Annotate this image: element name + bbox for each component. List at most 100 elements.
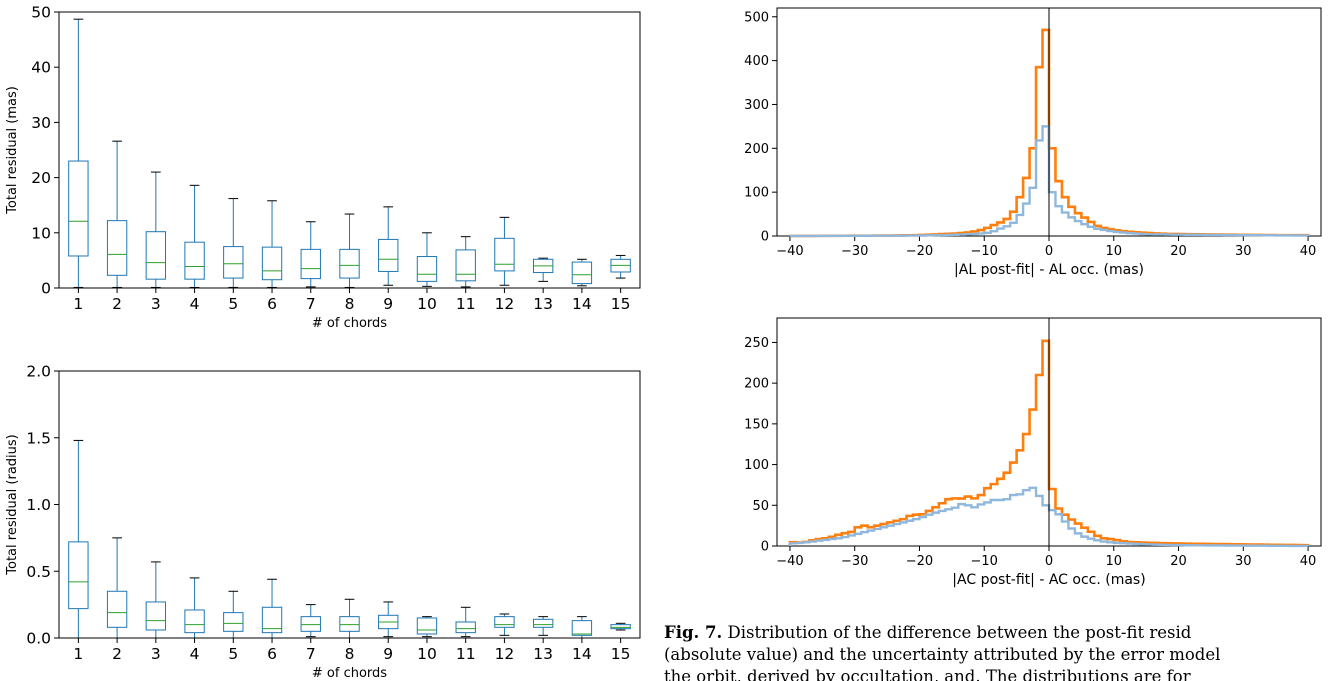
y-axis-label: Total residual (mas) [5, 86, 20, 215]
x-tick-label: 3 [151, 295, 161, 313]
y-tick-label: 200 [744, 377, 769, 392]
x-tick-label: 9 [383, 295, 393, 313]
x-tick-label: 30 [1235, 244, 1252, 259]
x-tick-label: −10 [971, 244, 998, 259]
iqr-box [455, 249, 476, 282]
x-tick-label: 7 [306, 645, 316, 663]
y-tick-label: 20 [31, 169, 51, 187]
x-tick-label: 10 [1105, 554, 1122, 569]
iqr-box [378, 238, 399, 272]
x-tick-label: −40 [776, 554, 803, 569]
iqr-box [610, 624, 631, 630]
x-tick-label: 1 [73, 295, 83, 313]
x-tick-label: 0 [1045, 244, 1053, 259]
y-tick-label: 40 [31, 59, 51, 77]
iqr-box [145, 231, 167, 280]
caption-line-2: (absolute value) and the uncertainty att… [664, 645, 1221, 664]
iqr-box [68, 160, 89, 257]
x-tick-label: 2 [112, 295, 122, 313]
x-tick-label: 0 [1045, 554, 1053, 569]
x-tick-label: 8 [345, 295, 355, 313]
x-tick-label: 10 [417, 295, 437, 313]
x-tick-label: −30 [841, 554, 868, 569]
x-tick-label: 14 [572, 645, 592, 663]
y-tick-label: 250 [744, 336, 769, 351]
iqr-box [339, 248, 360, 279]
iqr-box [571, 620, 593, 636]
x-tick-label: −40 [776, 244, 803, 259]
iqr-box [68, 541, 89, 610]
y-tick-label: 300 [744, 98, 769, 113]
x-tick-label: 30 [1235, 554, 1252, 569]
x-tick-label: 8 [345, 645, 355, 663]
x-tick-label: 3 [151, 645, 161, 663]
y-tick-label: 0 [41, 280, 51, 298]
iqr-box [145, 601, 167, 631]
y-tick-label: 100 [744, 186, 769, 201]
x-tick-label: 20 [1170, 554, 1187, 569]
x-tick-label: 15 [611, 295, 631, 313]
y-tick-label: 10 [31, 224, 51, 242]
x-tick-label: −20 [906, 554, 933, 569]
iqr-box [339, 616, 360, 632]
caption-line-1: Distribution of the difference between t… [722, 623, 1192, 642]
x-tick-label: 9 [383, 645, 393, 663]
iqr-box [416, 256, 438, 282]
iqr-box [494, 616, 515, 628]
x-tick-label: 5 [228, 645, 238, 663]
x-axis-label: # of chords [312, 316, 387, 331]
x-tick-label: 4 [190, 295, 200, 313]
x-tick-label: 11 [456, 295, 476, 313]
x-axis-label: |AL post-fit| - AL occ. (mas) [954, 262, 1144, 278]
y-tick-label: 100 [744, 458, 769, 473]
iqr-box [571, 261, 593, 285]
x-tick-label: 12 [495, 295, 515, 313]
x-tick-label: −10 [971, 554, 998, 569]
x-tick-label: 10 [417, 645, 437, 663]
iqr-box [416, 617, 438, 635]
caption-line-3: the orbit, derived by occultation, and. … [664, 667, 1191, 681]
y-tick-label: 150 [744, 417, 769, 432]
x-tick-label: 13 [533, 295, 553, 313]
y-tick-label: 400 [744, 54, 769, 69]
iqr-box [494, 237, 515, 272]
x-tick-label: −30 [841, 244, 868, 259]
figure-caption: Fig. 7. Distribution of the difference b… [664, 622, 1333, 681]
x-tick-label: −20 [906, 244, 933, 259]
x-tick-label: 40 [1300, 554, 1317, 569]
y-tick-label: 30 [31, 114, 51, 132]
iqr-box [223, 246, 244, 279]
x-tick-label: 11 [456, 645, 476, 663]
x-tick-label: 4 [190, 645, 200, 663]
iqr-box [532, 618, 554, 628]
y-tick-label: 0.0 [26, 630, 51, 648]
y-tick-label: 0.5 [26, 563, 51, 581]
iqr-box [184, 241, 205, 280]
iqr-box [106, 590, 128, 628]
y-tick-label: 200 [744, 142, 769, 157]
x-tick-label: 12 [495, 645, 515, 663]
x-tick-label: 15 [611, 645, 631, 663]
y-tick-label: 50 [752, 499, 769, 514]
y-tick-label: 0 [761, 230, 769, 245]
y-tick-label: 1.5 [26, 429, 51, 447]
plot-frame [58, 370, 641, 639]
iqr-box [223, 612, 244, 632]
iqr-box [300, 248, 321, 280]
y-tick-label: 500 [744, 10, 769, 25]
y-axis-label: Total residual (radius) [5, 434, 20, 575]
y-tick-label: 50 [31, 4, 51, 22]
iqr-box [261, 606, 283, 634]
x-axis-label: |AC post-fit| - AC occ. (mas) [952, 572, 1145, 588]
x-tick-label: 20 [1170, 244, 1187, 259]
caption-label: Fig. 7. [664, 623, 723, 642]
iqr-box [300, 616, 321, 632]
iqr-box [184, 609, 205, 634]
y-tick-label: 2.0 [26, 363, 51, 381]
iqr-box [106, 220, 128, 276]
y-tick-label: 1.0 [26, 496, 51, 514]
iqr-box [455, 621, 476, 634]
x-tick-label: 6 [267, 645, 277, 663]
y-tick-label: 0 [761, 540, 769, 555]
x-tick-label: 5 [228, 295, 238, 313]
